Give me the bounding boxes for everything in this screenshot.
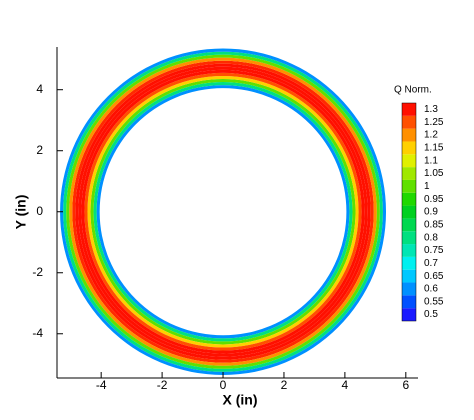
y-tick-label: 2	[36, 143, 43, 157]
colorbar-label: 0.9	[424, 207, 438, 218]
colorbar-swatch	[402, 192, 416, 206]
colorbar-swatch	[402, 308, 416, 321]
contour-band	[90, 79, 356, 345]
colorbar-label: 0.6	[424, 284, 438, 295]
y-tick-label: -4	[32, 326, 43, 340]
colorbar-label: 1.3	[424, 104, 438, 115]
x-tick-label: 4	[342, 378, 349, 392]
colorbar-label: 1.1	[424, 155, 438, 166]
colorbar-label: 1	[424, 181, 430, 192]
colorbar-label: 1.05	[424, 168, 444, 179]
colorbar-swatch	[402, 295, 416, 309]
contour-band	[69, 57, 377, 366]
colorbar-label: 0.5	[424, 309, 438, 320]
colorbar-label: 0.75	[424, 245, 444, 256]
colorbar-swatch	[402, 269, 416, 283]
x-tick-label: -4	[96, 378, 107, 392]
colorbar-swatch	[402, 244, 416, 257]
colorbar-label: 0.65	[424, 271, 444, 282]
contour-band	[60, 48, 387, 375]
colorbar-label: 0.95	[424, 194, 444, 205]
colorbar-swatch	[402, 103, 416, 116]
colorbar-swatch	[402, 128, 416, 142]
x-tick-label: -2	[157, 378, 168, 392]
colorbar-label: 0.55	[424, 296, 444, 307]
colorbar-label: 1.15	[424, 143, 444, 154]
colorbar-swatch	[402, 141, 416, 155]
y-tick-label: -2	[32, 265, 43, 279]
contour-band	[93, 82, 353, 342]
contour-band	[63, 51, 383, 372]
colorbar-title: Q Norm.	[394, 85, 432, 96]
colorbar-label: 1.25	[424, 117, 444, 128]
colorbar-swatch	[402, 154, 416, 168]
contour-band	[75, 63, 371, 360]
colorbar-swatch	[402, 205, 416, 219]
colorbar-swatch	[402, 256, 416, 270]
x-axis-label: X (in)	[223, 392, 258, 408]
y-axis-label: Y (in)	[13, 195, 29, 230]
x-tick-label: 6	[402, 378, 409, 392]
colorbar-label: 1.2	[424, 130, 438, 141]
colorbar-label: 0.8	[424, 232, 438, 243]
x-tick-label: 0	[220, 378, 227, 392]
colorbar-swatch	[402, 231, 416, 245]
colorbar-swatch	[402, 167, 416, 180]
colorbar-label: 0.85	[424, 219, 444, 230]
y-tick-label: 0	[36, 204, 43, 218]
contour-band	[81, 69, 365, 354]
contour-band	[87, 75, 359, 348]
x-tick-label: 2	[281, 378, 288, 392]
colorbar-swatch	[402, 115, 416, 129]
colorbar-swatch	[402, 282, 416, 296]
colorbar-frame	[401, 102, 417, 322]
colorbar-swatch	[402, 179, 416, 193]
contour-band	[78, 66, 368, 357]
y-tick-label: 4	[36, 82, 43, 96]
colorbar-swatch	[402, 218, 416, 232]
colorbar-label: 0.7	[424, 258, 438, 269]
